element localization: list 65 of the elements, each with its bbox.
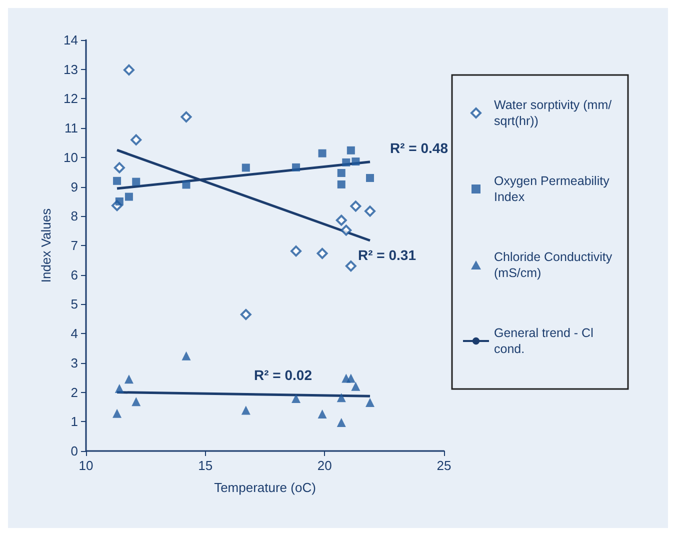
point <box>124 192 133 201</box>
x-tick-label: 15 <box>198 458 213 473</box>
point <box>182 351 191 360</box>
point <box>113 176 122 185</box>
annotation: R² = 0.31 <box>358 247 416 263</box>
y-tick-label: 5 <box>70 296 78 312</box>
point <box>351 382 360 391</box>
y-tick-label: 13 <box>64 62 78 77</box>
annotation: R² = 0.02 <box>254 367 312 383</box>
y-tick-label: 10 <box>64 150 78 165</box>
x-tick-label: 25 <box>436 458 452 473</box>
y-tick-label: 4 <box>70 326 78 342</box>
point <box>336 418 346 428</box>
y-axis-title: Index Values <box>38 208 54 283</box>
point <box>114 162 125 174</box>
point <box>123 64 134 76</box>
x-axis-title: Temperature (oC) <box>214 480 316 495</box>
point <box>318 149 326 158</box>
point <box>112 408 122 418</box>
point <box>292 163 300 172</box>
y-tick-label: 9 <box>70 179 78 194</box>
legend-label: General trend - Cl cond. <box>494 326 597 356</box>
y-tick-label: 0 <box>70 444 78 458</box>
legend-label: Chloride Conductivity (mS/cm) <box>494 250 616 280</box>
point <box>318 410 327 419</box>
point <box>337 180 346 188</box>
point <box>132 178 140 186</box>
point <box>336 214 347 226</box>
x-tick-label: 20 <box>317 458 332 473</box>
y-tick-label: 14 <box>64 32 78 48</box>
point <box>366 398 375 408</box>
point <box>346 146 355 154</box>
point <box>292 394 301 403</box>
point <box>366 174 374 182</box>
point <box>124 374 134 384</box>
point <box>242 164 250 172</box>
point <box>337 168 346 177</box>
y-tick-label: 7 <box>70 238 78 253</box>
point <box>352 158 360 166</box>
point <box>342 158 350 166</box>
point <box>114 384 124 393</box>
legend-label: Water sorptivity (mm/sqrt(hr)) <box>494 98 612 128</box>
point <box>241 406 250 415</box>
annotation: R² = 0.48 <box>390 140 448 156</box>
point <box>316 248 328 259</box>
point <box>345 260 356 272</box>
point <box>130 134 142 146</box>
point <box>350 200 362 212</box>
point <box>182 180 190 189</box>
point <box>132 397 141 406</box>
point <box>364 206 376 217</box>
point <box>346 374 356 383</box>
point <box>340 224 352 236</box>
y-tick-label: 6 <box>70 267 78 282</box>
legend-label: Oxygen Permeability Index <box>494 174 613 204</box>
y-tick-label: 8 <box>70 208 78 224</box>
point <box>180 111 192 122</box>
point <box>336 393 346 402</box>
point <box>240 308 252 320</box>
y-tick-label: 3 <box>70 355 78 370</box>
y-tick-label: 12 <box>64 91 78 106</box>
y-tick-label: 11 <box>64 120 78 136</box>
point <box>290 246 302 257</box>
y-tick-label: 1 <box>70 414 78 430</box>
y-tick-label: 2 <box>70 384 78 400</box>
